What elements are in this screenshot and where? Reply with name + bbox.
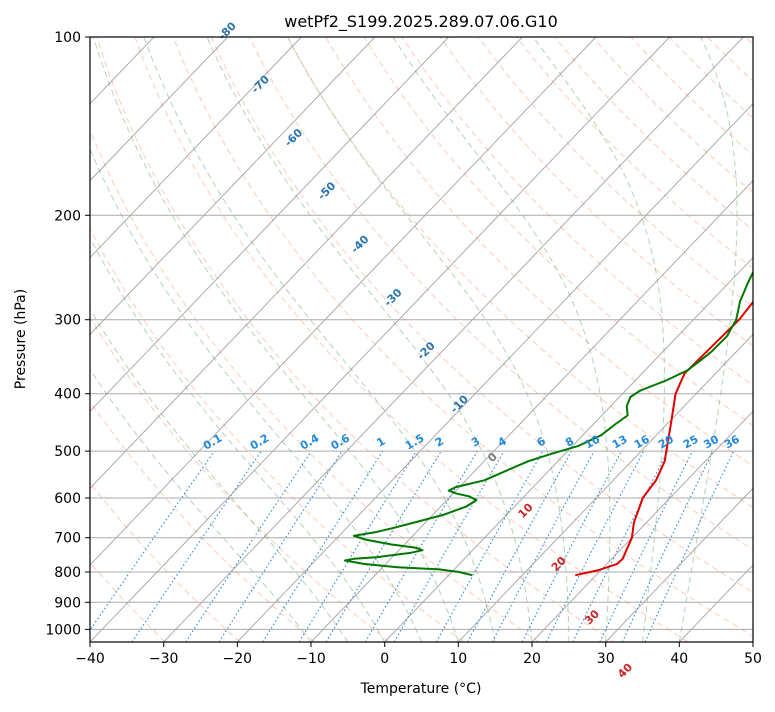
- x-tick-label: 50: [744, 651, 762, 667]
- y-tick-label: 900: [54, 595, 81, 611]
- y-tick-label: 1000: [45, 622, 81, 638]
- x-tick-label: 30: [597, 651, 615, 667]
- x-tick-label: −30: [149, 651, 179, 667]
- y-axis-label: Pressure (hPa): [13, 289, 29, 389]
- x-tick-label: −10: [296, 651, 326, 667]
- x-tick-label: −20: [223, 651, 253, 667]
- x-tick-label: 40: [670, 651, 688, 667]
- y-tick-label: 300: [54, 313, 81, 329]
- x-tick-label: 0: [380, 651, 389, 667]
- y-tick-label: 100: [54, 30, 81, 46]
- y-tick-label: 200: [54, 208, 81, 224]
- y-tick-label: 800: [54, 565, 81, 581]
- y-tick-label: 600: [54, 491, 81, 507]
- y-tick-label: 700: [54, 531, 81, 547]
- x-tick-label: −40: [75, 651, 105, 667]
- x-tick-label: 10: [449, 651, 467, 667]
- y-tick-label: 500: [54, 444, 81, 460]
- chart-title: wetPf2_S199.2025.289.07.06.G10: [284, 12, 558, 32]
- x-tick-label: 20: [523, 651, 541, 667]
- y-tick-label: 400: [54, 387, 81, 403]
- x-axis-label: Temperature (°C): [360, 681, 482, 697]
